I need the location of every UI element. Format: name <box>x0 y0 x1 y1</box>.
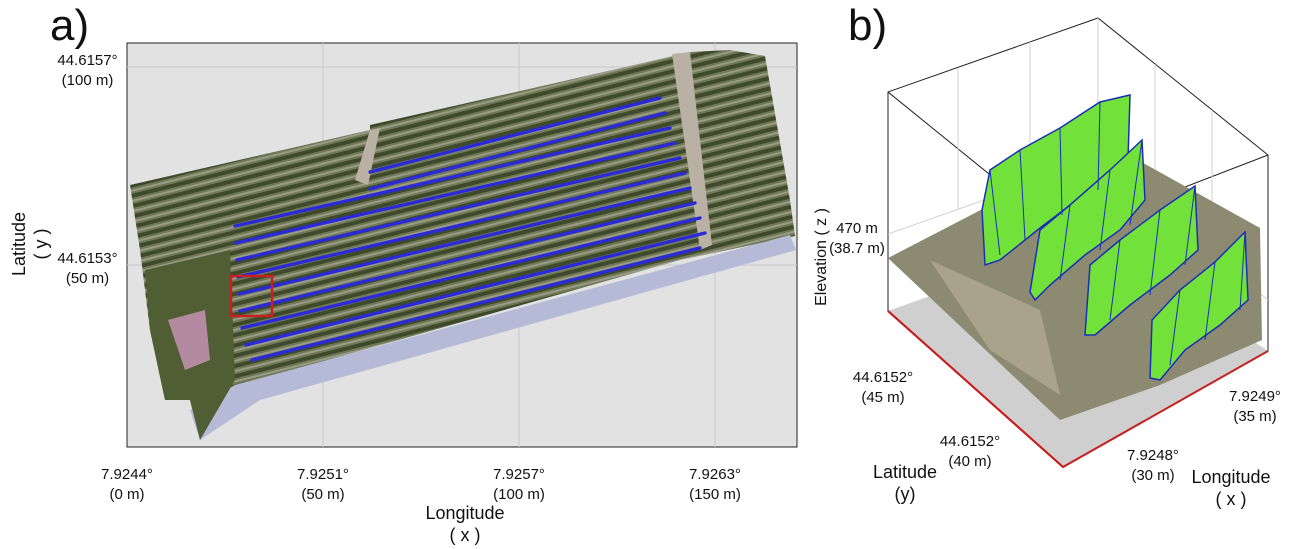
y-tick-1: 44.6157° (100 m) <box>57 52 118 89</box>
lat-tick-2: 44.6152° (40 m) <box>939 433 1001 470</box>
lon-tick-1: 7.9249° (35 m) <box>1229 388 1281 425</box>
x-tick-4: 7.9263° (150 m) <box>689 466 741 503</box>
y-tick-2: 44.6153° (50 m) <box>57 250 118 287</box>
lat-tick-1: 44.6152° (45 m) <box>852 369 914 406</box>
x-tick-3: 7.9257° (100 m) <box>493 466 545 503</box>
roi-box <box>229 274 274 318</box>
panel-a-label: a) <box>50 1 90 50</box>
traced-vine-rows <box>233 96 707 362</box>
point-cloud-image <box>130 50 796 440</box>
lat-axis-title: Latitude (y) <box>872 462 938 504</box>
x-tick-1: 7.9244° (0 m) <box>101 466 153 503</box>
lon-tick-2: 7.9248° (30 m) <box>1127 447 1179 484</box>
lon-axis-title: Longitude( x ) <box>1191 467 1271 509</box>
z-axis-title: Elevation ( z ) <box>813 208 830 306</box>
x-tick-2: 7.9251° (50 m) <box>297 466 349 503</box>
x-axis-title: Longitude( x ) <box>425 503 505 545</box>
panel-b-label: b) <box>848 1 888 50</box>
z-tick: 470 m (38.7 m) <box>829 220 885 257</box>
